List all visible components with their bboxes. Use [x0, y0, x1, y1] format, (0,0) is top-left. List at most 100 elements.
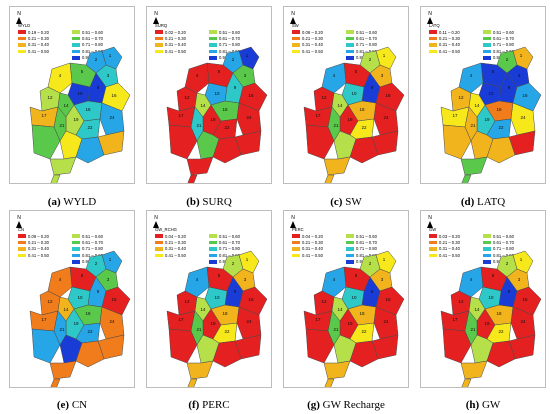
subbasin-label: 1 — [383, 257, 386, 262]
legend-column: 0.06 – 0.20 0.21 – 0.30 0.31 – 0.40 0.41 – … — [292, 29, 344, 55]
subbasin-label: 16 — [522, 297, 528, 302]
legend-label: 0.71 – 0.80 — [82, 42, 103, 48]
north-arrow-icon: N — [288, 11, 298, 27]
legend-swatch — [18, 30, 26, 34]
subbasin-label: 22 — [87, 125, 93, 130]
legend-item: 0.51 – 0.60 — [209, 233, 261, 239]
subbasin-label: 2 — [95, 261, 98, 266]
legend-label: 0.31 – 0.40 — [165, 42, 186, 48]
subbasin-polygon — [508, 130, 536, 156]
legend-item: 0.81 – 0.90 — [483, 252, 535, 258]
legend-label: 0.61 – 0.70 — [219, 36, 240, 42]
legend-item: 0.06 – 0.20 — [292, 29, 344, 35]
legend-item: 0.81 – 0.90 — [209, 252, 261, 258]
subbasin-polygon — [186, 360, 214, 380]
subbasin-label: 19 — [73, 117, 79, 122]
subbasin-label: 3 — [244, 73, 247, 78]
legend-swatch — [429, 30, 437, 34]
subbasin-polygon — [168, 328, 198, 364]
legend-swatch — [155, 36, 163, 41]
subbasin-polygon — [375, 286, 405, 316]
north-label: N — [17, 11, 21, 17]
north-arrow-icon: N — [14, 11, 24, 27]
legend-swatch — [292, 30, 300, 34]
map-panel: N SW 0.06 – 0.20 0.21 – 0.30 0.31 – 0.40 0.41… — [283, 6, 409, 184]
legend-label: 0.81 – 0.90 — [82, 252, 103, 258]
legend-swatch — [429, 247, 437, 251]
subbasin-label: 10 — [351, 91, 357, 96]
legend-label: 0.31 – 0.40 — [302, 42, 323, 48]
legend-label: 0.21 – 0.30 — [439, 36, 460, 42]
legend-swatch — [292, 253, 300, 258]
legend-label: 0.51 – 0.60 — [493, 29, 514, 35]
legend-label: 0.21 – 0.30 — [28, 240, 49, 246]
map-panel: N SURQ 0.02 – 0.20 0.21 – 0.30 0.31 – 0.40 0.… — [146, 6, 272, 184]
legend-column: 0.04 – 0.20 0.21 – 0.30 0.31 – 0.40 0.41 – … — [155, 233, 207, 259]
legend-item: 0.31 – 0.40 — [292, 246, 344, 252]
legend-item: 0.81 – 0.90 — [483, 48, 535, 54]
subbasin-label: 14 — [200, 103, 206, 108]
legend-column: 0.04 – 0.20 0.21 – 0.30 0.31 – 0.40 0.41 – … — [292, 233, 344, 259]
legend-item: 0.51 – 0.60 — [72, 233, 124, 239]
outlet-polygon — [187, 378, 198, 387]
legend-item: 0.51 – 0.60 — [209, 29, 261, 35]
legend-label: 0.51 – 0.60 — [82, 233, 103, 239]
subbasin-label: 18 — [496, 311, 502, 316]
legend-swatch — [346, 36, 354, 41]
outlet-polygon — [324, 378, 335, 387]
legend-swatch — [155, 253, 163, 258]
subbasin-label: 1 — [383, 53, 386, 58]
legend-label: 0.51 – 0.60 — [82, 29, 103, 35]
subbasin-label: 10 — [351, 295, 357, 300]
legend-item: 0.21 – 0.30 — [155, 239, 207, 245]
subbasin-label: 3 — [381, 73, 384, 78]
outlet-polygon — [50, 174, 61, 183]
subbasin-polygon — [47, 266, 73, 298]
subbasin-label: 21 — [59, 123, 65, 128]
subbasin-polygon — [168, 124, 198, 160]
subbasin-label: 2 — [95, 57, 98, 62]
legend-column: 0.02 – 0.20 0.21 – 0.30 0.31 – 0.40 0.41 – … — [155, 29, 207, 55]
subbasin-label: 10 — [214, 295, 220, 300]
caption-name: SW — [345, 196, 362, 208]
subbasin-label: 19 — [73, 321, 79, 326]
legend-item: 0.31 – 0.40 — [155, 42, 207, 48]
legend-item: 0.81 – 0.90 — [72, 48, 124, 54]
subbasin-polygon — [371, 130, 399, 156]
legend-title: LATQ — [429, 23, 440, 28]
legend-item: 0.71 – 0.80 — [346, 246, 398, 252]
subbasin-label: 17 — [452, 113, 458, 118]
legend-label: 0.21 – 0.30 — [165, 36, 186, 42]
subbasin-polygon — [31, 328, 61, 364]
subbasin-label: 2 — [232, 57, 235, 62]
legend-swatch — [346, 30, 354, 34]
subbasin-polygon — [238, 286, 268, 316]
legend-item: 0.41 – 0.50 — [18, 252, 70, 258]
subbasin-label: 19 — [347, 117, 353, 122]
legend-item: 0.71 – 0.80 — [209, 246, 261, 252]
legend-item: 0.71 – 0.80 — [72, 42, 124, 48]
legend-swatch — [209, 240, 217, 245]
legend-title: WYLD — [18, 23, 31, 28]
subbasin-label: 9 — [371, 289, 374, 294]
legend-swatch — [346, 234, 354, 238]
subbasin-polygon — [508, 334, 536, 360]
subbasin-label: 22 — [224, 125, 230, 130]
subbasin-label: 2 — [369, 261, 372, 266]
legend-label: 0.81 – 0.90 — [356, 48, 377, 54]
legend-item: 0.61 – 0.70 — [483, 239, 535, 245]
legend-label: 0.61 – 0.70 — [356, 240, 377, 246]
north-arrow-head — [290, 17, 296, 24]
legend-label: 0.21 – 0.30 — [302, 36, 323, 42]
subbasin-label: 9 — [234, 85, 237, 90]
legend-label: 0.41 – 0.50 — [165, 48, 186, 54]
subbasin-label: 3 — [518, 277, 521, 282]
legend-label: 0.31 – 0.40 — [302, 246, 323, 252]
legend-swatch — [155, 30, 163, 34]
legend-label: 0.41 – 0.50 — [28, 252, 49, 258]
legend-title: GW — [429, 227, 437, 232]
legend-label: 0.81 – 0.90 — [356, 252, 377, 258]
subbasin-label: 21 — [59, 327, 65, 332]
